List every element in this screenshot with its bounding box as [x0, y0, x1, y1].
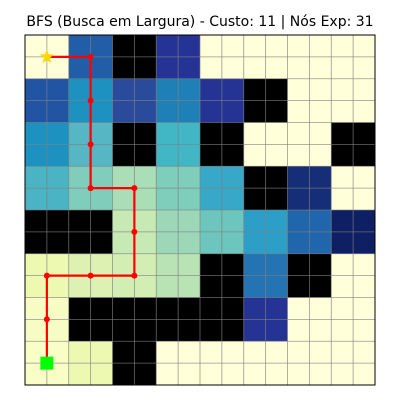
goal-square-icon — [40, 356, 54, 370]
path-point — [131, 272, 138, 279]
path-point — [87, 185, 94, 192]
path-point — [131, 185, 138, 192]
path-point — [131, 228, 138, 235]
path-point — [43, 272, 50, 279]
path-point — [43, 316, 50, 323]
start-star-icon — [39, 49, 55, 63]
path-point — [87, 141, 94, 148]
path-point — [87, 53, 94, 60]
marker-layer — [39, 49, 55, 370]
axes-frame — [24, 34, 376, 386]
path-line — [45, 55, 136, 364]
chart-title: BFS (Busca em Largura) - Custo: 11 | Nós… — [26, 14, 373, 30]
path-point — [87, 97, 94, 104]
path-layer — [43, 53, 138, 364]
path-point — [87, 272, 94, 279]
